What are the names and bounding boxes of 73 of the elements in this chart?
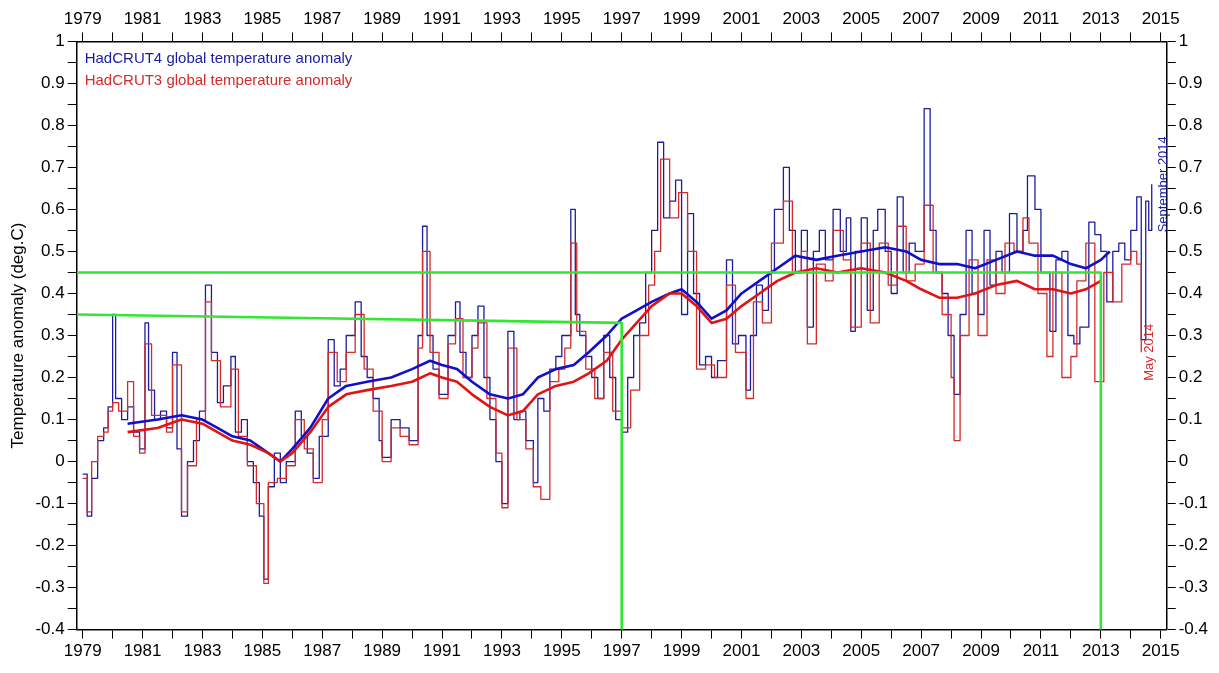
y2-tick-label: 1: [1178, 31, 1189, 51]
y-tick-label: -0.3: [35, 577, 65, 597]
text: HadCRUT3 global temperature anomaly: [84, 71, 353, 89]
y-tick-label: 1: [55, 31, 65, 51]
x2-tick-label: 1989: [363, 8, 402, 28]
y2-tick-label: 0.9: [1178, 73, 1203, 93]
x-tick-label: 1995: [542, 641, 581, 661]
x-tick-label: 1981: [123, 641, 162, 661]
x2-tick-label: 1997: [602, 8, 641, 28]
x-tick-label: 1989: [363, 641, 402, 661]
y-tick-label: 0.1: [41, 409, 65, 429]
x-tick-label: 2001: [722, 641, 761, 661]
y2-tick-label: 0.2: [1178, 367, 1203, 387]
y-tick-label: 0.9: [41, 73, 65, 93]
x2-tick-label: 1985: [243, 8, 282, 28]
y-tick-label: -0.4: [35, 619, 65, 639]
y2-tick-label: 0.6: [1178, 199, 1203, 219]
x2-tick-label: 2013: [1081, 8, 1120, 28]
y-tick-label: 0: [55, 451, 65, 471]
x-tick-label: 1985: [243, 641, 282, 661]
y-tick-label: 0.7: [41, 157, 65, 177]
y-tick-label: 0.5: [41, 241, 65, 261]
x2-tick-label: 2011: [1022, 8, 1060, 28]
y2-tick-label: 0.1: [1178, 409, 1203, 429]
y2-tick-label: 0.3: [1178, 325, 1203, 345]
y2-tick-label: -0.3: [1178, 577, 1208, 597]
y-tick-label: -0.1: [35, 493, 65, 513]
y-tick-label: -0.2: [35, 535, 65, 555]
x-tick-label: 1997: [602, 641, 641, 661]
y2-tick-label: 0.7: [1178, 157, 1203, 177]
x2-tick-label: 1999: [662, 8, 701, 28]
x2-tick-label: 1991: [423, 8, 461, 28]
y2-tick-label: -0.2: [1178, 535, 1208, 555]
y2-tick-label: -0.1: [1178, 493, 1208, 513]
x2-tick-label: 1995: [542, 8, 581, 28]
y-tick-label: 0.2: [41, 367, 65, 387]
y-tick-label: 0.8: [41, 115, 65, 135]
x-tick-label: 2007: [902, 641, 941, 661]
y-tick-label: 0.4: [41, 283, 65, 303]
x2-tick-label: 2005: [842, 8, 881, 28]
y-tick-label: 0.6: [41, 199, 65, 219]
x2-tick-label: 1987: [303, 8, 342, 28]
x-tick-label: 2015: [1141, 641, 1180, 661]
y2-tick-label: 0.4: [1178, 283, 1203, 303]
x-tick-label: 1987: [303, 641, 342, 661]
x-tick-label: 2005: [842, 641, 881, 661]
x-tick-label: 1993: [483, 641, 521, 661]
x-tick-label: 1991: [423, 641, 461, 661]
x2-tick-label: 2007: [902, 8, 941, 28]
x-tick-label: 2013: [1081, 641, 1120, 661]
annotation: May 2014: [1140, 323, 1156, 381]
x2-tick-label: 2003: [782, 8, 821, 28]
x2-tick-label: 2001: [722, 8, 761, 28]
x-tick-label: 2009: [962, 641, 1000, 661]
text: HadCRUT4 global temperature anomaly: [84, 49, 353, 67]
y2-tick-label: 0.5: [1178, 241, 1203, 261]
x-tick-label: 1983: [183, 641, 222, 661]
x-tick-label: 1979: [63, 641, 102, 661]
y2-tick-label: 0: [1178, 451, 1189, 471]
x-tick-label: 2003: [782, 641, 821, 661]
x2-tick-label: 2009: [962, 8, 1000, 28]
x2-tick-label: 1993: [483, 8, 521, 28]
y-axis-title: Temperature anomaly (deg.C): [7, 222, 27, 449]
x2-tick-label: 1979: [63, 8, 102, 28]
x2-tick-label: 1983: [183, 8, 222, 28]
x2-tick-label: 1981: [123, 8, 162, 28]
y-tick-label: 0.3: [41, 325, 65, 345]
y2-tick-label: 0.8: [1178, 115, 1203, 135]
x-tick-label: 1999: [662, 641, 701, 661]
x2-tick-label: 2015: [1141, 8, 1180, 28]
annotation: September 2014: [1154, 136, 1170, 233]
x-tick-label: 2011: [1022, 641, 1060, 661]
y2-tick-label: -0.4: [1178, 619, 1208, 639]
